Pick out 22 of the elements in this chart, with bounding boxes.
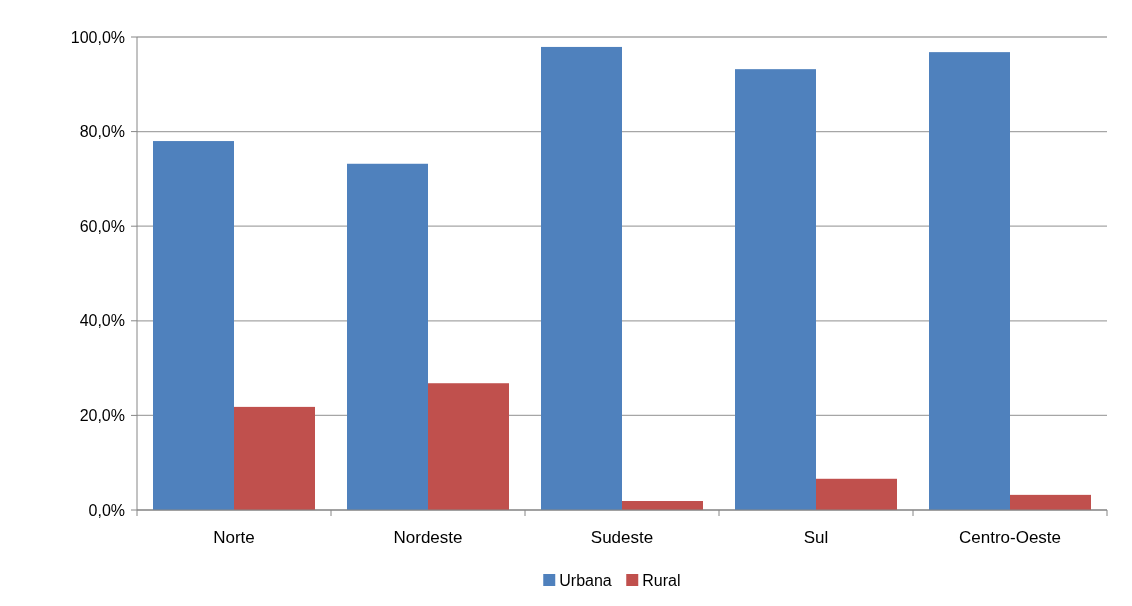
y-tick-label: 60,0% — [79, 217, 125, 235]
x-tick-label: Centro-Oeste — [958, 528, 1062, 547]
legend-label: Urbana — [559, 572, 612, 589]
bar — [541, 46, 622, 510]
y-tick-label: 20,0% — [79, 407, 125, 424]
bar — [816, 478, 897, 510]
y-tick-label: 40,0% — [79, 312, 125, 330]
bar — [735, 69, 816, 510]
x-tick-label: Sudeste — [590, 528, 654, 547]
bar — [234, 406, 315, 510]
x-tick-label: Nordeste — [393, 528, 463, 547]
bar — [428, 383, 509, 510]
bar — [929, 52, 1010, 510]
x-tick-label: Norte — [213, 528, 255, 547]
y-tick-label: 100,0% — [70, 28, 125, 46]
x-tick-label: Sul — [803, 528, 829, 547]
legend-label: Rural — [642, 572, 681, 589]
bar — [1010, 494, 1091, 510]
bar — [347, 163, 428, 510]
y-tick-label: 0,0% — [88, 501, 125, 519]
y-tick-label: 80,0% — [79, 123, 125, 141]
bar — [153, 141, 234, 510]
